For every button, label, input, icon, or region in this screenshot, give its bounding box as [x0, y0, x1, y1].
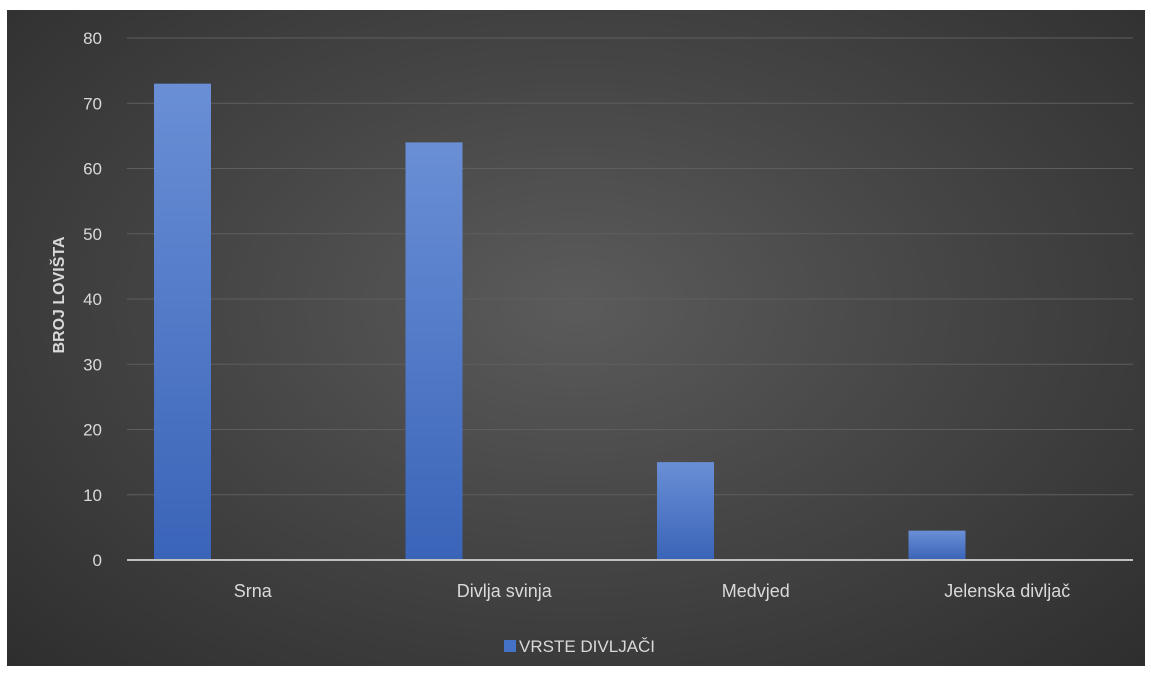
legend-swatch: [504, 640, 516, 652]
bar-1[interactable]: [154, 83, 211, 561]
bar-4[interactable]: [908, 530, 966, 560]
y-tick-label: 0: [93, 551, 102, 570]
y-tick-label: 10: [83, 486, 102, 505]
x-tick-label: Jelenska divljač: [944, 581, 1070, 601]
bar-2[interactable]: [405, 142, 463, 560]
y-tick-label: 50: [83, 225, 102, 244]
y-axis-label: BROJ LOVIŠTA: [49, 236, 68, 353]
y-tick-label: 80: [83, 29, 102, 48]
bars: [154, 83, 966, 561]
x-tick-label: Srna: [234, 581, 273, 601]
y-tick-label: 30: [83, 355, 102, 374]
y-tick-label: 70: [83, 94, 102, 113]
x-axis-ticks: Srna Divlja svinja Medvjed Jelenska divljač: [234, 581, 1071, 601]
bar-chart: 0 10 20 30 40 50 60 70 80 Srna Divlja svinja Medvj…: [49, 29, 1133, 656]
bar-3[interactable]: [657, 462, 714, 560]
y-tick-label: 40: [83, 290, 102, 309]
x-tick-label: Medvjed: [722, 581, 790, 601]
legend-label: VRSTE DIVLJAČI: [519, 637, 655, 656]
x-tick-label: Divlja svinja: [457, 581, 553, 601]
gridlines: [127, 37, 1133, 496]
legend[interactable]: VRSTE DIVLJAČI: [504, 637, 655, 656]
y-tick-label: 60: [83, 160, 102, 179]
y-tick-label: 20: [83, 421, 102, 440]
y-axis-ticks: 0 10 20 30 40 50 60 70 80: [83, 29, 102, 570]
chart-frame: 0 10 20 30 40 50 60 70 80 Srna Divlja svinja Medvj…: [7, 10, 1145, 666]
